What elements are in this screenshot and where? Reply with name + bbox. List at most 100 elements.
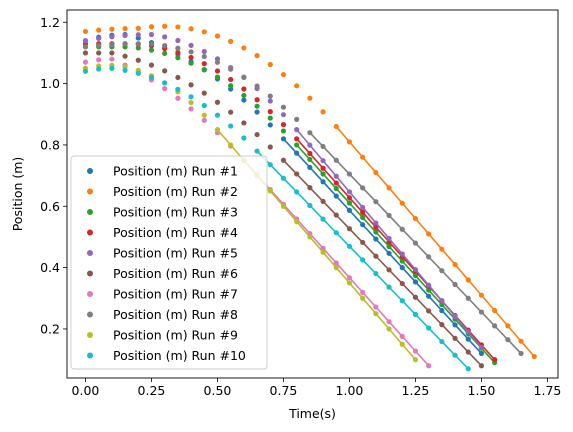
data-point <box>294 127 300 133</box>
data-point <box>122 67 128 73</box>
data-point <box>439 307 445 314</box>
data-point <box>333 193 339 199</box>
legend-marker <box>87 209 93 215</box>
data-point <box>333 185 339 192</box>
data-point <box>307 95 313 101</box>
data-point <box>399 251 405 257</box>
data-point <box>439 322 445 328</box>
data-point <box>122 32 128 39</box>
data-point <box>214 99 221 105</box>
data-point <box>228 76 234 83</box>
x-tick-label: 0.00 <box>72 383 100 398</box>
data-point <box>518 338 524 344</box>
data-point <box>307 234 313 240</box>
data-point <box>188 82 194 88</box>
y-tick-label: 0.6 <box>40 199 60 214</box>
legend-item: Position (m) Run #8 <box>87 307 238 322</box>
legend-label: Position (m) Run #9 <box>113 328 238 343</box>
data-point <box>214 59 221 65</box>
data-point <box>294 83 300 89</box>
data-point <box>228 83 234 89</box>
data-point <box>412 215 419 222</box>
data-point <box>241 92 247 99</box>
series-2 <box>82 23 537 360</box>
data-point <box>214 33 221 39</box>
data-point <box>294 150 300 156</box>
data-point <box>465 295 471 301</box>
data-point <box>452 281 458 288</box>
data-point <box>478 292 485 298</box>
data-point <box>320 216 326 222</box>
data-point <box>214 127 221 133</box>
legend-item: Position (m) Run #6 <box>87 266 238 281</box>
data-point <box>175 45 181 51</box>
data-point <box>333 180 339 186</box>
legend-label: Position (m) Run #3 <box>113 205 238 220</box>
data-point <box>399 200 405 206</box>
x-tick-label: 0.50 <box>204 383 232 398</box>
data-point <box>399 333 405 339</box>
data-point <box>148 62 155 68</box>
series-8 <box>82 41 524 357</box>
x-tick-label: 1.25 <box>402 383 430 398</box>
x-tick-label: 1.50 <box>468 383 496 398</box>
data-point <box>478 363 485 369</box>
data-point <box>267 188 273 194</box>
data-point <box>346 195 353 201</box>
data-point <box>360 185 366 191</box>
legend: Position (m) Run #1 Position (m) Run #2 Po… <box>70 155 268 370</box>
data-point <box>254 131 260 138</box>
data-point <box>109 26 115 32</box>
legend-item: Position (m) Run #10 <box>87 348 246 363</box>
legend-box <box>70 155 268 370</box>
data-point <box>201 53 207 60</box>
data-point <box>135 41 141 47</box>
data-point <box>280 122 287 128</box>
data-point <box>386 326 392 332</box>
data-point <box>228 38 234 44</box>
data-point <box>148 41 155 47</box>
y-axis-ticks: 0.2 0.4 0.6 0.8 1.0 1.2 <box>40 15 67 336</box>
data-point <box>241 135 247 141</box>
data-point <box>373 199 379 205</box>
legend-marker <box>87 291 93 297</box>
data-point <box>386 250 392 256</box>
legend-marker <box>87 188 93 195</box>
data-point <box>320 143 326 150</box>
data-point <box>307 156 313 163</box>
data-point <box>452 313 458 319</box>
data-point <box>148 31 155 38</box>
data-point <box>201 90 207 96</box>
y-axis-label: Position (m) <box>10 157 25 232</box>
series-6 <box>82 50 485 369</box>
data-point <box>254 97 260 103</box>
data-point <box>188 60 194 66</box>
x-tick-label: 1.00 <box>336 383 364 398</box>
data-point <box>294 116 300 123</box>
data-point <box>465 336 471 342</box>
legend-marker <box>87 229 93 236</box>
data-point <box>412 240 419 246</box>
data-point <box>96 42 102 49</box>
data-point <box>439 246 445 252</box>
data-point <box>307 185 313 191</box>
data-point <box>241 97 247 103</box>
data-point <box>412 357 419 363</box>
data-point <box>346 226 353 232</box>
data-point <box>162 34 168 40</box>
data-point <box>531 353 537 360</box>
legend-marker <box>87 311 93 318</box>
data-point <box>320 109 326 115</box>
data-point <box>426 254 432 260</box>
legend-label: Position (m) Run #1 <box>113 164 238 179</box>
data-point <box>254 148 260 154</box>
data-point <box>162 68 168 74</box>
data-point <box>360 222 366 228</box>
data-point <box>96 57 102 63</box>
data-point <box>162 80 168 86</box>
data-point <box>294 189 300 195</box>
data-point <box>478 344 485 350</box>
data-point <box>241 86 247 92</box>
data-point <box>214 74 221 80</box>
data-point <box>294 171 300 177</box>
